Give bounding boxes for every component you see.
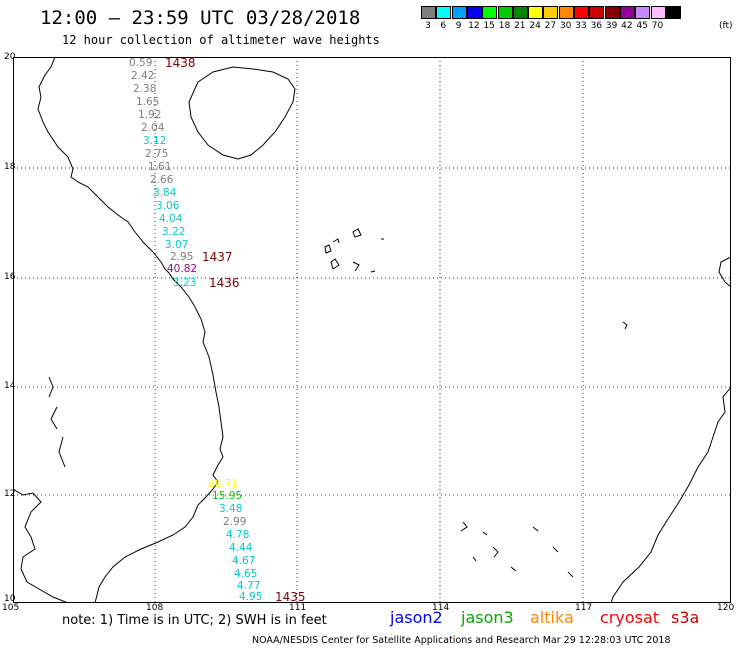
legend-tick-label: 12 [468, 21, 480, 31]
legend-tick-label: 24 [529, 21, 541, 31]
legend-tick-label: 15 [483, 21, 495, 31]
lat-label: 10 [4, 594, 16, 604]
spratly-islands [460, 321, 628, 578]
legend-tick-label: 70 [651, 21, 664, 31]
lon-label: 108 [146, 603, 164, 613]
wave-height-value: 2.42 [131, 70, 155, 82]
wave-height-value: 15.95 [212, 490, 243, 502]
legend-swatch [665, 6, 681, 19]
wave-height-value: 4.04 [159, 213, 183, 225]
legend-swatch [421, 6, 436, 19]
footnote: note: 1) Time is in UTC; 2) SWH is in fe… [62, 613, 327, 628]
legend-swatch [619, 6, 635, 19]
legend-tick-label: 27 [544, 21, 557, 31]
map-subtitle: 12 hour collection of altimeter wave hei… [62, 33, 380, 47]
credit-footer: NOAA/NESDIS Center for Satellite Applica… [252, 635, 671, 646]
wave-height-value: 1.65 [136, 96, 160, 108]
vietnam-coastline [37, 57, 224, 603]
legend-tick-label: 45 [636, 21, 648, 31]
legend-tick-label: 6 [440, 21, 447, 31]
legend-tick-label: 39 [605, 21, 618, 31]
philippines-coastline [610, 256, 731, 603]
wave-height-value: 3.12 [143, 135, 167, 147]
legend-swatch [528, 6, 544, 19]
wave-height-value: 1.92 [138, 109, 162, 121]
lon-label: 114 [432, 603, 450, 613]
coastline-map [13, 57, 731, 603]
lon-label: 117 [575, 603, 593, 613]
track-time: 1435 [275, 590, 306, 604]
wave-height-value: 40.82 [167, 263, 198, 275]
west-islands [48, 376, 66, 468]
gulf-coastline [13, 488, 69, 603]
legend-tick-label: 36 [590, 21, 603, 31]
lon-label: 105 [2, 603, 20, 613]
legend-swatch [497, 6, 513, 19]
satellite-name: cryosat [600, 608, 660, 627]
wave-height-value: 1.61 [148, 161, 172, 173]
legend-tick-label: 18 [498, 21, 511, 31]
legend-tick-label: 33 [575, 21, 587, 31]
lon-label: 120 [717, 603, 735, 613]
wave-height-value: 2.04 [141, 122, 165, 134]
legend-tick-label: 3 [425, 21, 431, 31]
legend-swatch [589, 6, 605, 19]
wave-height-value: 3.22 [162, 226, 186, 238]
graticule [13, 57, 731, 603]
wave-height-value: 4.78 [226, 529, 250, 541]
lat-label: 18 [4, 162, 16, 172]
wave-height-value: 3.23 [173, 277, 197, 289]
wave-height-value: 4.65 [234, 568, 258, 580]
wave-height-value: 3.84 [153, 187, 177, 199]
wave-height-value: 4.44 [229, 542, 253, 554]
legend-swatch [482, 6, 498, 19]
satellite-name: altika [530, 608, 574, 627]
legend-swatch [436, 6, 452, 19]
wave-height-value: 26.71 [208, 478, 239, 490]
legend-swatch [635, 6, 651, 19]
legend-tick-label: 42 [621, 21, 633, 31]
legend-tick-label: 9 [455, 21, 462, 31]
wave-height-value: 2.99 [223, 516, 247, 528]
hainan-island [188, 66, 296, 160]
legend-swatch [512, 6, 528, 19]
wave-height-value: 4.67 [232, 555, 256, 567]
wave-height-value: 2.38 [133, 83, 157, 95]
legend-swatch [650, 6, 666, 19]
legend-swatch [466, 6, 482, 19]
legend-swatch [604, 6, 620, 19]
paracel-islands [324, 228, 384, 273]
legend-swatch [558, 6, 574, 19]
legend-tick-label: 30 [559, 21, 572, 31]
satellite-name: s3a [671, 608, 700, 627]
wave-height-value: 2.66 [150, 174, 174, 186]
lat-label: 12 [4, 489, 16, 499]
legend-swatch [451, 6, 467, 19]
wave-height-value: 4.77 [237, 580, 261, 592]
wave-height-value: 4.95 [239, 591, 263, 603]
wave-height-value: 3.06 [156, 200, 180, 212]
map-title: 12:00 – 23:59 UTC 03/28/2018 [40, 7, 361, 29]
satellite-name: jason2 [390, 608, 443, 627]
lat-label: 14 [4, 381, 16, 391]
legend-tick-label: 21 [514, 21, 526, 31]
track-time: 1436 [209, 276, 240, 290]
legend-swatch [574, 6, 589, 19]
track-time: 1438 [165, 56, 196, 70]
legend-swatch [543, 6, 559, 19]
wave-height-value: 3.07 [165, 239, 189, 251]
lat-label: 16 [4, 272, 16, 282]
wave-height-value: 2.75 [145, 148, 169, 160]
satellite-name: jason3 [461, 608, 514, 627]
wave-height-value: 2.95 [170, 251, 194, 263]
lon-label: 111 [289, 603, 307, 613]
wave-height-value: 0.59 [129, 57, 153, 69]
lat-label: 20 [4, 52, 16, 62]
map-frame [13, 57, 731, 603]
track-time: 1437 [202, 250, 233, 264]
wave-height-value: 3.48 [219, 503, 243, 515]
legend-unit: (ft) [719, 21, 733, 31]
